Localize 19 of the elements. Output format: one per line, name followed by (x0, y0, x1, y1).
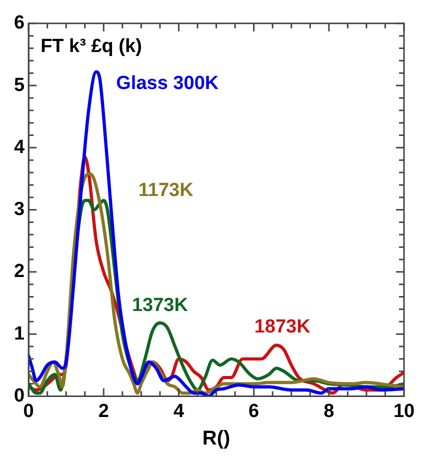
line-series (28, 70, 404, 396)
text: 1173K (138, 180, 194, 201)
x-axis-title: R() (202, 428, 230, 450)
y-tick-label: 5 (14, 74, 25, 96)
x-tick-label: 4 (173, 400, 184, 422)
y-tick-label: 4 (14, 136, 25, 158)
y-tick-label: 2 (14, 261, 25, 282)
x-tick-label: 8 (324, 400, 334, 422)
y-tick-label: 1 (14, 323, 25, 344)
y-tick-label: 0 (14, 385, 25, 406)
series-label: 1873K (254, 316, 311, 338)
series-label: 1373K (132, 295, 188, 316)
x-tick-label: 6 (248, 400, 260, 422)
x-tick-label: 10 (393, 400, 415, 422)
x-tick-label: 2 (98, 400, 109, 422)
text: FT k³ £q (k) (40, 36, 142, 58)
y-tick-label: 6 (14, 12, 25, 34)
y-tick-label: 3 (14, 199, 25, 220)
series-label: Glass 300K (116, 73, 219, 94)
